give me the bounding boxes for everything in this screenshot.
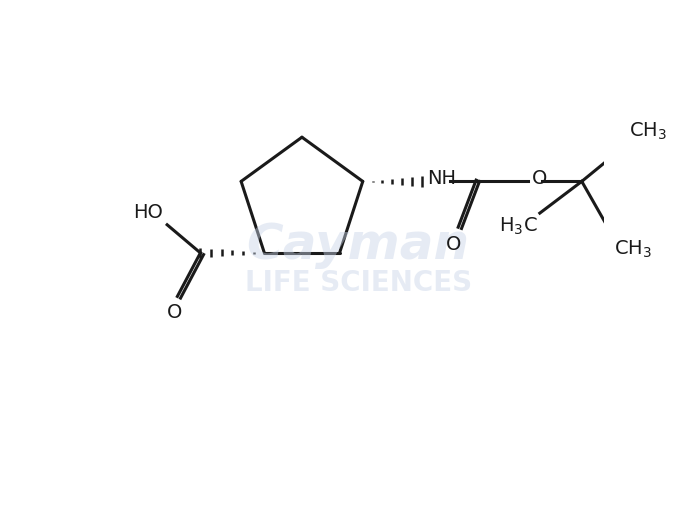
Text: CH$_3$: CH$_3$	[629, 121, 667, 142]
Text: HO: HO	[133, 203, 163, 222]
Text: LIFE SCIENCES: LIFE SCIENCES	[245, 269, 472, 297]
Text: O: O	[446, 235, 461, 254]
Text: CH$_3$: CH$_3$	[614, 239, 652, 260]
Text: O: O	[532, 170, 548, 188]
Text: NH: NH	[427, 170, 456, 188]
Text: O: O	[167, 303, 182, 321]
Text: Cayman: Cayman	[246, 220, 470, 269]
Text: H$_3$C: H$_3$C	[498, 216, 537, 237]
